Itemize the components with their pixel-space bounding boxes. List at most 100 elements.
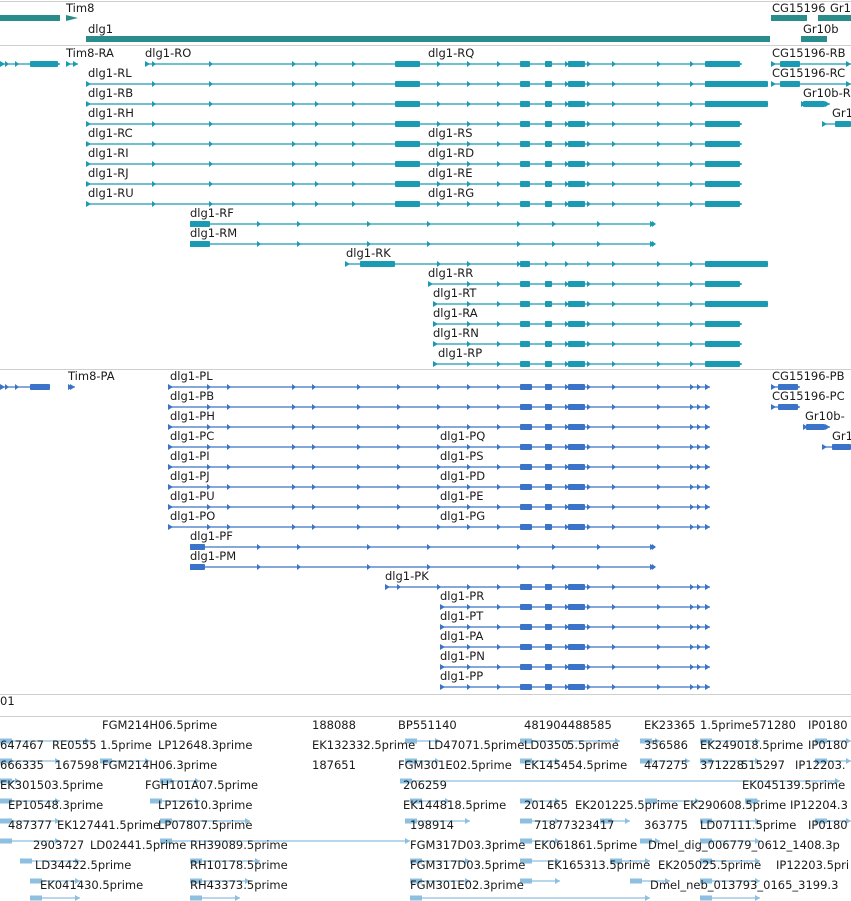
exon-block[interactable] — [545, 444, 552, 450]
exon-tick[interactable] — [612, 201, 616, 207]
exon-tick[interactable] — [312, 444, 316, 450]
exon-tick[interactable] — [497, 464, 501, 470]
strand-arrow-icon[interactable] — [822, 121, 827, 127]
exon-tick[interactable] — [690, 101, 694, 107]
exon-block[interactable] — [520, 341, 530, 347]
exon-tick[interactable] — [697, 524, 701, 530]
strand-arrow-icon[interactable] — [433, 301, 438, 307]
exon-tick[interactable] — [152, 201, 156, 207]
strand-arrow-icon[interactable] — [650, 241, 655, 247]
exon-tick[interactable] — [152, 141, 156, 147]
exon-block[interactable] — [568, 281, 585, 287]
exon-tick[interactable] — [292, 384, 296, 390]
exon-block[interactable] — [545, 181, 552, 187]
exon-tick[interactable] — [437, 504, 441, 510]
est-block[interactable] — [610, 858, 622, 864]
exon-block[interactable] — [705, 281, 740, 287]
exon-tick[interactable] — [565, 261, 569, 267]
exon-tick[interactable] — [357, 504, 361, 510]
exon-tick[interactable] — [697, 404, 701, 410]
exon-tick[interactable] — [497, 584, 501, 590]
exon-tick[interactable] — [397, 584, 401, 590]
exon-tick[interactable] — [467, 584, 471, 590]
exon-tick[interactable] — [397, 384, 401, 390]
exon-tick[interactable] — [565, 181, 569, 187]
exon-tick[interactable] — [690, 464, 694, 470]
strand-arrow-icon[interactable] — [615, 738, 620, 744]
exon-block[interactable] — [568, 161, 585, 167]
exon-tick[interactable] — [565, 321, 569, 327]
exon-tick[interactable] — [657, 384, 661, 390]
exon-tick[interactable] — [612, 341, 616, 347]
strand-arrow-icon[interactable] — [55, 798, 60, 804]
exon-tick[interactable] — [15, 61, 19, 67]
exon-tick[interactable] — [292, 121, 296, 127]
strand-arrow-icon[interactable] — [795, 404, 800, 410]
strand-arrow-icon[interactable] — [433, 361, 438, 367]
exon-tick[interactable] — [657, 281, 661, 287]
exon-tick[interactable] — [587, 301, 591, 307]
exon-block[interactable] — [705, 261, 768, 267]
exon-tick[interactable] — [690, 261, 694, 267]
exon-tick[interactable] — [315, 201, 319, 207]
exon-tick[interactable] — [397, 404, 401, 410]
exon-tick[interactable] — [227, 384, 231, 390]
exon-tick[interactable] — [612, 424, 616, 430]
strand-arrow-icon[interactable] — [440, 604, 445, 610]
exon-tick[interactable] — [690, 141, 694, 147]
exon-tick[interactable] — [292, 161, 296, 167]
exon-tick[interactable] — [565, 584, 569, 590]
exon-block[interactable] — [520, 181, 530, 187]
exon-tick[interactable] — [697, 644, 701, 650]
exon-tick[interactable] — [209, 61, 213, 67]
exon-tick[interactable] — [467, 424, 471, 430]
exon-tick[interactable] — [292, 524, 296, 530]
exon-block[interactable] — [395, 161, 420, 167]
exon-tick[interactable] — [497, 121, 501, 127]
strand-arrow-icon[interactable] — [55, 838, 60, 844]
strand-arrow-icon[interactable] — [45, 384, 50, 390]
exon-tick[interactable] — [587, 321, 591, 327]
strand-arrow-icon[interactable] — [625, 818, 630, 824]
exon-tick[interactable] — [437, 384, 441, 390]
strand-arrow-icon[interactable] — [168, 444, 173, 450]
strand-arrow-icon[interactable] — [705, 524, 710, 530]
strand-arrow-icon[interactable] — [846, 61, 851, 67]
exon-tick[interactable] — [437, 201, 441, 207]
strand-arrow-icon[interactable] — [655, 738, 660, 744]
exon-tick[interactable] — [565, 121, 569, 127]
exon-block[interactable] — [568, 201, 585, 207]
exon-tick[interactable] — [565, 484, 569, 490]
exon-tick[interactable] — [209, 181, 213, 187]
exon-tick[interactable] — [497, 81, 501, 87]
exon-tick[interactable] — [467, 81, 471, 87]
exon-block[interactable] — [780, 81, 800, 87]
exon-tick[interactable] — [257, 544, 261, 550]
exon-block[interactable] — [568, 684, 585, 690]
exon-tick[interactable] — [227, 484, 231, 490]
exon-tick[interactable] — [587, 141, 591, 147]
est-block[interactable] — [160, 818, 172, 824]
exon-tick[interactable] — [292, 81, 296, 87]
strand-arrow-icon[interactable] — [705, 404, 710, 410]
exon-tick[interactable] — [467, 281, 471, 287]
exon-tick[interactable] — [5, 61, 9, 67]
exon-tick[interactable] — [367, 544, 371, 550]
exon-tick[interactable] — [565, 341, 569, 347]
exon-tick[interactable] — [207, 384, 211, 390]
exon-tick[interactable] — [497, 484, 501, 490]
exon-tick[interactable] — [315, 101, 319, 107]
exon-tick[interactable] — [292, 101, 296, 107]
exon-tick[interactable] — [657, 644, 661, 650]
strand-arrow-icon[interactable] — [428, 281, 433, 287]
strand-arrow-icon[interactable] — [555, 758, 560, 764]
exon-block[interactable] — [545, 281, 552, 287]
strand-arrow-icon[interactable] — [755, 798, 760, 804]
exon-tick[interactable] — [467, 464, 471, 470]
est-block[interactable] — [0, 778, 12, 784]
exon-block[interactable] — [545, 101, 552, 107]
exon-tick[interactable] — [257, 564, 261, 570]
exon-tick[interactable] — [312, 404, 316, 410]
exon-tick[interactable] — [587, 121, 591, 127]
